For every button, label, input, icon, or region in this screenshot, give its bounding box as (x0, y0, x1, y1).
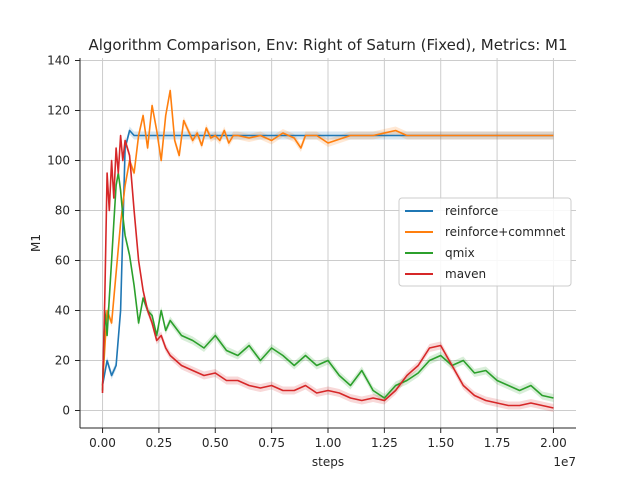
y-tick-label: 120 (47, 104, 70, 118)
x-tick-label: 1.25 (371, 436, 398, 450)
y-tick-label: 40 (55, 304, 70, 318)
x-tick-label: 1.00 (315, 436, 342, 450)
y-tick-label: 80 (55, 204, 70, 218)
x-tick-label: 1.75 (484, 436, 511, 450)
legend-box (398, 197, 572, 287)
x-tick-label: 0.25 (146, 436, 173, 450)
series-line-maven (101, 134, 554, 409)
legend: reinforce reinforce+commnet qmix maven (398, 197, 572, 287)
x-offset-label: 1e7 (553, 455, 576, 469)
legend-label-maven: maven (445, 267, 486, 281)
y-tick-label: 100 (47, 154, 70, 168)
y-tick-label: 60 (55, 254, 70, 268)
series-lines (101, 89, 554, 409)
y-axis-label: M1 (29, 234, 43, 252)
series-band-maven (102, 131, 554, 412)
x-ticks: 0.00 0.25 0.50 0.75 1.00 1.25 1.50 1.75 2.00 (89, 428, 567, 450)
legend-label-reinforce: reinforce (445, 204, 498, 218)
legend-label-reinforce-commnet: reinforce+commnet (445, 225, 566, 239)
series-bands (102, 86, 554, 412)
chart-title: Algorithm Comparison, Env: Right of Satu… (88, 36, 567, 54)
series-line-reinforce (101, 129, 554, 386)
x-tick-label: 0.00 (89, 436, 116, 450)
y-ticks: 0 20 40 60 80 100 120 140 (47, 54, 80, 418)
x-tick-label: 1.50 (427, 436, 454, 450)
y-tick-label: 140 (47, 54, 70, 68)
y-tick-label: 20 (55, 354, 70, 368)
x-tick-label: 0.50 (202, 436, 229, 450)
legend-label-qmix: qmix (445, 246, 475, 260)
x-axis-label: steps (312, 455, 344, 469)
series-line-reinforce-commnet (101, 89, 554, 386)
x-tick-label: 0.75 (258, 436, 285, 450)
x-tick-label: 2.00 (540, 436, 567, 450)
y-tick-label: 0 (62, 404, 70, 418)
